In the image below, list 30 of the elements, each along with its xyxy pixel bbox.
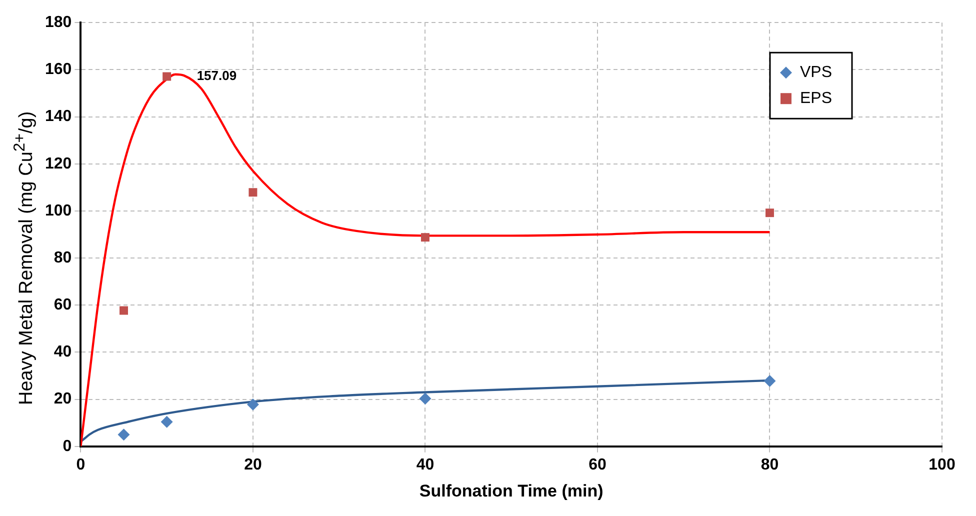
y-tick-label: 40: [54, 344, 72, 361]
annotation: 157.09: [196, 68, 237, 84]
point: [162, 72, 172, 81]
legend-label: VPS: [800, 64, 832, 82]
x-tick-label: 80: [760, 456, 779, 474]
x-tick-label: 100: [928, 456, 956, 474]
point: [765, 208, 774, 218]
x-tick-label: 20: [244, 456, 262, 474]
point: [246, 398, 259, 410]
x-tick-label: 40: [416, 456, 434, 474]
y-tick-label: 140: [44, 108, 72, 126]
point: [419, 392, 432, 405]
point: [248, 188, 258, 197]
point: [420, 233, 430, 242]
point: [764, 374, 776, 387]
y-tick-label: 60: [54, 296, 72, 314]
y-tick-label: 160: [44, 61, 72, 78]
x-tick-label: 0: [76, 456, 86, 474]
y-tick-label: 100: [44, 202, 72, 220]
legend-label: EPS: [800, 90, 832, 108]
y-tick-label: 180: [44, 14, 72, 32]
y-tick-label: 20: [54, 390, 72, 408]
y-tick-label: 0: [62, 438, 72, 455]
x-axis-title: Sulfonation Time (min): [419, 481, 604, 500]
point: [118, 428, 130, 441]
point: [120, 306, 128, 315]
y-tick-label: 120: [44, 155, 72, 172]
point: [160, 416, 173, 428]
x-tick-label: 60: [588, 456, 606, 474]
y-tick-label: 80: [54, 249, 72, 266]
